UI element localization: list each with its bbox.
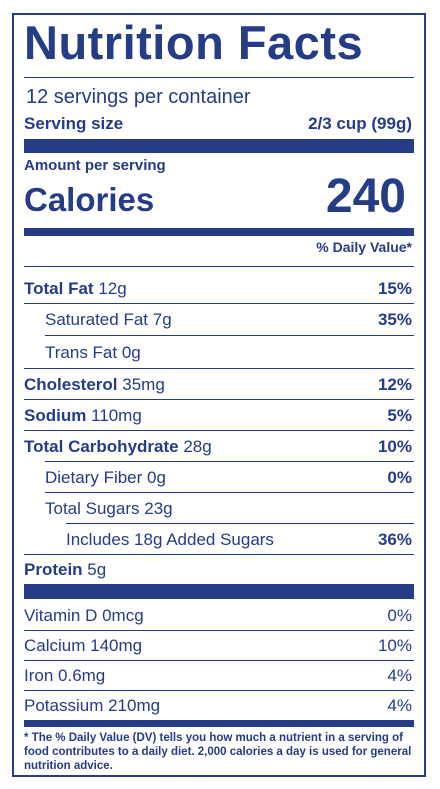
nutrient-label: Total Fat 12g: [24, 279, 127, 298]
vitamin-label: Potassium 210mg: [24, 696, 161, 715]
nutrient-label: Trans Fat 0g: [45, 343, 141, 362]
vitamin-dv: 0%: [387, 606, 412, 625]
nutrient-dv: 15%: [377, 279, 412, 298]
calories-label: Calories: [24, 181, 155, 218]
divider-thick: [24, 139, 414, 153]
nutrient-dv: 10%: [377, 437, 412, 456]
divider-line: [24, 368, 414, 369]
vitamin-label: Calcium 140mg: [24, 636, 143, 655]
label-title: Nutrition Facts: [24, 16, 364, 69]
vitamin-dv: 4%: [387, 696, 412, 715]
divider-thin: [24, 77, 414, 78]
footnote: * The % Daily Value (DV) tells you how m…: [24, 732, 412, 772]
divider-line: [45, 335, 414, 336]
nutrition-label: Nutrition Facts 12 servings per containe…: [12, 13, 426, 777]
nutrient-label: Dietary Fiber 0g: [45, 468, 166, 487]
divider-line: [24, 554, 414, 555]
divider-medium: [24, 228, 414, 236]
nutrient-label: Total Sugars 23g: [45, 499, 173, 518]
nutrient-label: Cholesterol 35mg: [24, 375, 165, 394]
calories-value: 240: [325, 170, 406, 223]
divider-line: [24, 660, 414, 661]
nutrient-label: Sodium 110mg: [24, 406, 142, 425]
serving-size-value: 2/3 cup (99g): [308, 114, 412, 133]
nutrient-dv: 0%: [387, 468, 412, 487]
divider-line: [24, 430, 414, 431]
nutrient-dv: 36%: [377, 530, 412, 549]
nutrient-dv: 5%: [387, 406, 412, 425]
vitamin-label: Iron 0.6mg: [24, 666, 106, 685]
divider-line: [24, 303, 414, 304]
divider-line: [66, 523, 414, 524]
serving-size-row: Serving size 2/3 cup (99g): [24, 114, 414, 134]
servings-per-container: 12 servings per container: [26, 86, 251, 108]
vitamin-label: Vitamin D 0mcg: [24, 606, 144, 625]
daily-value-header: % Daily Value*: [316, 239, 412, 255]
divider-line: [24, 690, 414, 691]
vitamin-dv: 4%: [387, 666, 412, 685]
amount-per-serving: Amount per serving: [24, 157, 166, 174]
divider-line: [24, 630, 414, 631]
divider-line: [24, 399, 414, 400]
nutrient-dv: 35%: [377, 310, 412, 329]
divider-line: [45, 461, 414, 462]
nutrient-label: Protein 5g: [24, 560, 107, 579]
label-inner: Nutrition Facts 12 servings per containe…: [24, 15, 414, 775]
nutrient-label: Includes 18g Added Sugars: [66, 530, 274, 549]
divider-thick: [24, 584, 414, 599]
divider-line: [45, 492, 414, 493]
nutrient-label: Total Carbohydrate 28g: [24, 437, 212, 456]
nutrient-dv: 12%: [377, 375, 412, 394]
divider-medium: [24, 720, 414, 727]
serving-size-label: Serving size: [24, 114, 124, 133]
divider-line: [24, 266, 414, 267]
vitamin-dv: 10%: [377, 636, 412, 655]
nutrient-label: Saturated Fat 7g: [45, 310, 172, 329]
